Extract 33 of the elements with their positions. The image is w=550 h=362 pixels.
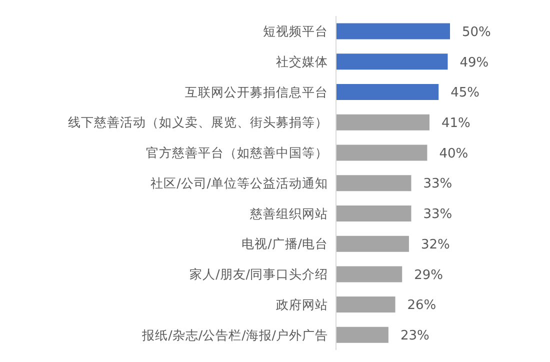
bar (336, 84, 439, 100)
data-label: 40% (439, 146, 468, 162)
data-label: 33% (423, 176, 452, 192)
bar (336, 205, 412, 222)
y-tick-label: 报纸/杂志/公告栏/海报/户外广告 (141, 327, 328, 342)
bar (336, 296, 396, 313)
y-tick-label: 官方慈善平台（如慈善中国等） (146, 145, 328, 160)
data-label: 26% (407, 298, 436, 314)
y-tick-label: 互联网公开募捐信息平台 (185, 84, 328, 100)
data-label: 32% (420, 237, 450, 252)
bar (336, 175, 412, 192)
y-tick-label: 社区/公司/单位等公益活动通知 (150, 175, 328, 190)
bar (336, 326, 388, 343)
y-tick-label: 家人/朋友/同事口头介绍 (190, 266, 328, 282)
y-tick-label: 政府网站 (276, 296, 328, 312)
y-tick-label: 短视频平台 (263, 24, 328, 39)
y-tick-label: 社交媒体 (276, 54, 328, 69)
data-label: 29% (414, 268, 444, 283)
data-label: 49% (460, 55, 489, 70)
bar (336, 266, 402, 282)
bar (336, 54, 448, 70)
y-tick-label: 电视/广播/电台 (242, 236, 328, 252)
data-label: 33% (423, 207, 452, 222)
data-label: 41% (441, 116, 470, 131)
data-label: 50% (462, 24, 491, 40)
y-tick-label: 线下慈善活动（如义卖、展览、街头募捐等） (68, 114, 328, 130)
bar (336, 236, 409, 252)
data-label: 45% (450, 86, 480, 101)
data-label: 23% (400, 328, 430, 344)
bar (336, 114, 430, 130)
bar (336, 23, 450, 40)
bar (336, 144, 428, 161)
y-tick-label: 慈善组织网站 (249, 206, 328, 221)
